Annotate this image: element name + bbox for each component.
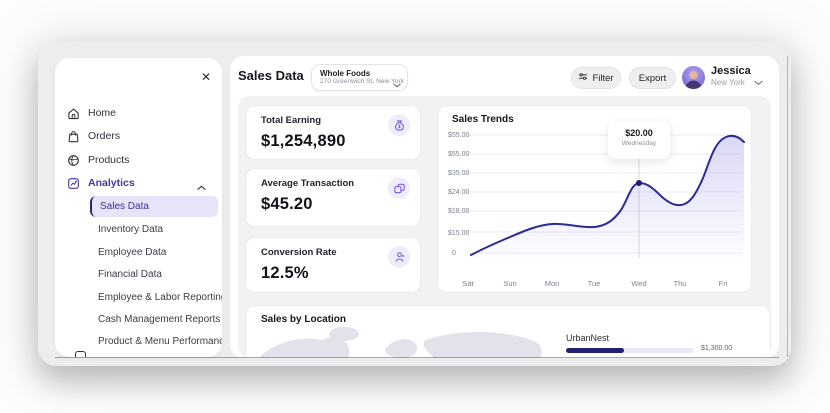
sidebar-item-home[interactable]: Home	[67, 104, 212, 122]
y-tick: $35.00	[448, 170, 470, 177]
window-right-edge	[787, 56, 788, 357]
analytics-icon	[67, 177, 80, 190]
shopping-bag-icon	[67, 130, 80, 143]
tooltip-value: $20.00	[625, 128, 653, 138]
user-name: Jessica	[711, 65, 751, 77]
sidebar-subitem-employee-labor-reporting[interactable]: Employee & Labor Reporting	[98, 291, 222, 303]
home-icon	[67, 107, 80, 120]
sales-by-location-title: Sales by Location	[261, 314, 347, 325]
conversion-people-icon	[388, 246, 410, 268]
close-icon[interactable]: ✕	[200, 70, 212, 84]
store-name: Whole Foods	[320, 69, 371, 78]
transaction-icon	[388, 177, 410, 199]
stat-value: $1,254,890	[261, 132, 346, 150]
sidebar-item-analytics[interactable]: Analytics	[67, 174, 212, 192]
sales-trends-chart: $55.00 $55.00 $35.00 $24.00 $18.00 $15.0…	[448, 132, 745, 288]
y-tick: $15.00	[448, 230, 470, 237]
tooltip-day: Wednesday	[621, 140, 657, 147]
location-entry-value: $1,300.00	[701, 345, 733, 352]
user-avatar[interactable]	[682, 66, 705, 89]
page-title: Sales Data	[238, 68, 304, 83]
area-fill	[471, 135, 744, 258]
stat-value: 12.5%	[261, 264, 309, 282]
user-location: New York	[711, 78, 745, 87]
x-tick: Sat	[462, 279, 474, 288]
y-tick: $55.00	[448, 132, 470, 139]
sidebar-item-label: Orders	[88, 130, 121, 142]
products-icon	[67, 154, 80, 167]
x-axis-labels: Sat Sun Mon Tue Wed Thu Fri	[462, 279, 727, 288]
stat-label: Conversion Rate	[261, 247, 337, 258]
filter-icon	[578, 72, 588, 84]
sidebar: ✕ Home Orders Products Analytics Sales D…	[55, 58, 222, 357]
x-tick: Sun	[503, 279, 516, 288]
sidebar-subitem-financial-data[interactable]: Financial Data	[98, 268, 162, 280]
store-address: 270 Greenwich St, New York	[320, 78, 404, 85]
sidebar-subitem-label: Sales Data	[100, 201, 149, 212]
sidebar-item-label: Products	[88, 154, 130, 166]
stat-value: $45.20	[261, 195, 313, 213]
sales-by-location-card: Sales by Location UrbanNest $1,300.00	[245, 305, 771, 358]
chart-tooltip: $20.00 Wednesday	[608, 121, 670, 159]
chevron-down-icon	[393, 75, 401, 93]
x-tick: Thu	[674, 279, 687, 288]
dashboard-panel: Total Earning $1,254,890 Average Transac…	[238, 96, 771, 358]
world-map	[259, 327, 542, 358]
y-tick: $18.00	[448, 208, 470, 215]
location-entry-name: UrbanNest	[566, 333, 610, 343]
sidebar-item-label: Analytics	[88, 177, 135, 189]
location-progress-fill	[566, 348, 624, 353]
sidebar-subitem-inventory-data[interactable]: Inventory Data	[98, 223, 164, 235]
stat-card-conversion-rate: Conversion Rate 12.5%	[245, 237, 421, 293]
chevron-down-icon[interactable]	[754, 73, 763, 91]
y-tick: $55.00	[448, 151, 470, 158]
export-button[interactable]: Export	[629, 67, 676, 89]
main-area: Sales Data Whole Foods 270 Greenwich St,…	[230, 56, 779, 358]
stat-label: Average Transaction	[261, 178, 355, 189]
sidebar-subitem-cash-management-reports[interactable]: Cash Management Reports	[98, 313, 221, 325]
filter-button[interactable]: Filter	[571, 67, 621, 89]
stat-card-total-earning: Total Earning $1,254,890	[245, 105, 421, 160]
x-tick: Mon	[545, 279, 560, 288]
sales-trends-card: Sales Trends	[437, 105, 752, 293]
y-tick: 0	[452, 250, 456, 257]
y-tick: $24.00	[448, 189, 470, 196]
sidebar-item-partial-icon	[75, 351, 86, 357]
store-selector-dropdown[interactable]: Whole Foods 270 Greenwich St, New York	[311, 64, 408, 91]
chart-title: Sales Trends	[452, 114, 514, 125]
x-tick: Tue	[588, 279, 601, 288]
money-bag-icon	[388, 114, 410, 136]
y-axis-labels: $55.00 $55.00 $35.00 $24.00 $18.00 $15.0…	[448, 132, 470, 257]
sidebar-item-products[interactable]: Products	[67, 151, 212, 169]
location-progress-track	[566, 348, 694, 353]
stat-label: Total Earning	[261, 115, 321, 126]
sidebar-subitem-product-menu-performance[interactable]: Product & Menu Performance	[98, 335, 222, 347]
x-tick: Fri	[719, 279, 728, 288]
x-tick: Wed	[631, 279, 646, 288]
sidebar-item-label: Home	[88, 107, 117, 119]
highlighted-point	[636, 180, 642, 186]
chevron-up-icon[interactable]	[197, 178, 206, 196]
window-bottom-edge	[55, 357, 779, 358]
export-button-label: Export	[638, 72, 667, 84]
sidebar-subitem-employee-data[interactable]: Employee Data	[98, 246, 167, 258]
sidebar-subitem-sales-data[interactable]: Sales Data	[90, 196, 218, 217]
filter-button-label: Filter	[592, 72, 614, 84]
stat-card-average-transaction: Average Transaction $45.20	[245, 168, 421, 227]
sidebar-item-orders[interactable]: Orders	[67, 127, 212, 145]
